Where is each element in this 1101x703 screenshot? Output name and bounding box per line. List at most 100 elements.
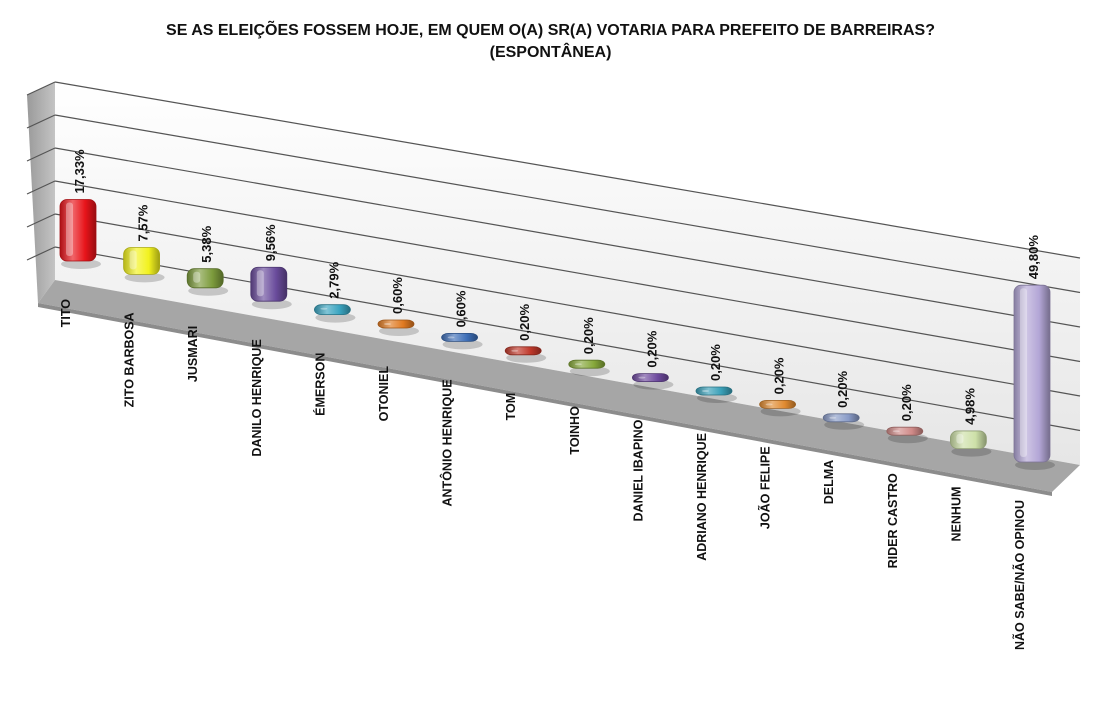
data-label: 0,20% — [772, 357, 787, 394]
bar — [759, 399, 796, 409]
category-label: ANTÔNIO HENRIQUE — [440, 379, 455, 506]
data-label: 2,79% — [326, 261, 341, 298]
bar-highlight — [129, 250, 137, 270]
data-label: 0,20% — [708, 344, 723, 381]
gridline — [54, 246, 1081, 432]
chart-subtitle-line: (ESPONTÂNEA) — [489, 44, 612, 61]
category-label: JUSMARI — [186, 326, 200, 382]
data-label: 0,20% — [581, 317, 596, 354]
bar-shadow — [124, 272, 165, 283]
bar-highlight — [829, 416, 837, 419]
bar-highlight — [638, 376, 646, 379]
category-label: DELMA — [822, 460, 836, 504]
data-label: 0,20% — [644, 330, 659, 367]
data-label: 9,56% — [263, 224, 278, 261]
category-label: JOÃO FELIPE — [758, 446, 773, 529]
bar-shadow — [188, 285, 229, 296]
bar-shadow — [1015, 460, 1055, 470]
bar — [186, 268, 224, 289]
bar-highlight — [511, 349, 519, 352]
bar-shadow — [61, 259, 101, 269]
data-label: 49,80% — [1026, 235, 1041, 280]
gridline — [26, 147, 56, 162]
bar-shadow — [506, 352, 547, 363]
bar-highlight — [193, 271, 201, 283]
bar-shadow — [442, 339, 483, 350]
bars — [59, 199, 1055, 470]
bar-shadow — [251, 299, 292, 310]
data-label: 5,38% — [199, 225, 214, 262]
gridlines — [26, 81, 1081, 432]
data-label: 17,33% — [72, 149, 87, 194]
data-label: 0,60% — [454, 290, 469, 327]
bar-shadow — [887, 433, 928, 444]
chart-walls — [27, 82, 1080, 496]
data-label: 7,57% — [136, 204, 151, 241]
bar-highlight — [1020, 288, 1027, 457]
bar — [123, 247, 160, 275]
bar-highlight — [320, 307, 328, 310]
category-label: ZITO BARBOSA — [123, 312, 137, 407]
category-labels: TITO ZITO BARBOSA JUSMARI DANILO HENRIQUE ÉM… — [59, 299, 1027, 650]
bar — [504, 346, 542, 356]
bar — [313, 304, 351, 315]
bar-highlight — [956, 433, 964, 444]
category-label: NÃO SABE/NÃO OPINOU — [1012, 500, 1027, 650]
bar-shadow — [569, 366, 610, 377]
category-label: NENHUM — [949, 487, 963, 542]
value-labels: 17,33% 7,57% 5,38% 9,56% 2,79% 0,60% 0,60% 0,20… — [72, 149, 1041, 425]
gridline — [54, 81, 1081, 259]
bar-shadow — [633, 379, 674, 390]
bar-highlight — [66, 202, 73, 256]
bar-shadow — [315, 312, 356, 323]
bar-highlight — [765, 403, 773, 406]
bar — [250, 266, 288, 302]
category-label: TOINHO — [568, 406, 582, 455]
data-label: 4,98% — [962, 388, 977, 425]
bar-shadow — [951, 446, 992, 457]
category-label: DANIEL IBAPINO — [631, 419, 645, 521]
category-label: ÉMERSON — [312, 353, 327, 416]
bar — [886, 426, 924, 436]
bar — [568, 359, 606, 369]
bar — [822, 413, 860, 423]
category-label: OTONIEL — [377, 366, 391, 422]
data-label: 0,20% — [517, 303, 532, 340]
bar-shadow — [379, 326, 419, 336]
bar-highlight — [447, 336, 455, 339]
floor — [38, 280, 1080, 492]
gridline — [26, 213, 56, 228]
bar — [1013, 284, 1051, 463]
gridline — [26, 81, 56, 96]
bar-highlight — [256, 270, 264, 297]
bar — [377, 319, 415, 329]
floor-front-edge — [38, 303, 1052, 496]
gridline — [54, 180, 1081, 363]
bar — [59, 199, 97, 262]
chart-title: SE AS ELEIÇÕES FOSSEM HOJE, EM QUEM O(A)… — [0, 20, 1101, 64]
back-wall — [55, 82, 1080, 465]
bar — [441, 332, 479, 342]
bar-shadow — [697, 393, 737, 403]
gridline — [26, 180, 56, 195]
category-label: RIDER CASTRO — [886, 473, 900, 568]
category-label: ADRIANO HENRIQUE — [695, 433, 709, 561]
category-label: DANILO HENRIQUE — [250, 339, 264, 456]
bar — [632, 373, 669, 383]
bar-highlight — [384, 323, 391, 325]
chart-title-line: SE AS ELEIÇÕES FOSSEM HOJE, EM QUEM O(A)… — [166, 22, 935, 39]
gridline — [26, 246, 56, 261]
category-label: TOM — [504, 393, 518, 421]
category-label: TITO — [59, 299, 73, 328]
bar-highlight — [574, 363, 582, 366]
bar-highlight — [892, 430, 900, 433]
gridline — [54, 114, 1081, 294]
data-label: 0,20% — [899, 384, 914, 421]
bar — [950, 430, 987, 449]
gridline — [54, 147, 1081, 328]
data-label: 0,60% — [390, 277, 405, 314]
bar — [695, 386, 733, 396]
bar-shadow — [824, 419, 865, 430]
bar-highlight — [702, 390, 709, 392]
